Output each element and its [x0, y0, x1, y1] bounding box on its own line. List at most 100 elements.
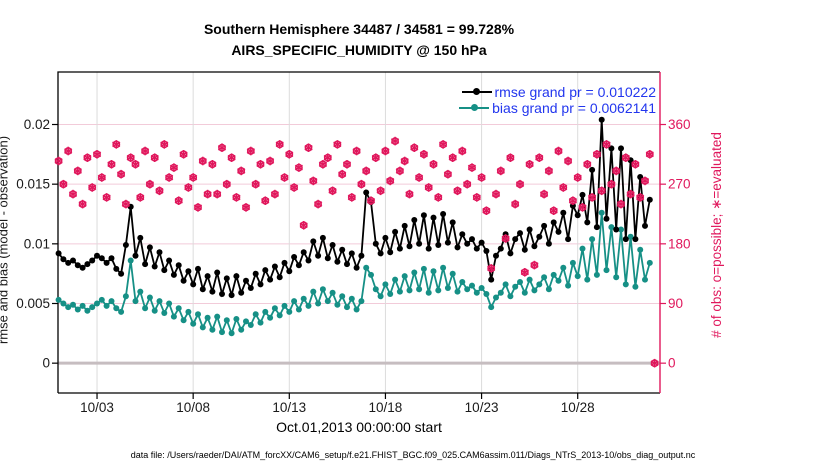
- obs_evaluated-marker: [443, 171, 452, 178]
- bias-marker: [238, 326, 245, 333]
- bias-marker: [613, 274, 620, 281]
- bias-marker: [137, 288, 144, 295]
- obs_evaluated-marker: [419, 151, 428, 158]
- obs_evaluated-marker: [251, 181, 260, 187]
- obs_evaluated-marker: [357, 181, 366, 187]
- bias-marker: [156, 298, 163, 305]
- obs_evaluated-marker: [150, 154, 159, 161]
- obs_evaluated-marker: [395, 168, 404, 174]
- obs_evaluated-marker: [246, 148, 255, 154]
- obs_evaluated-marker: [439, 141, 448, 148]
- rmse-marker: [642, 222, 648, 229]
- obs_evaluated-marker: [559, 184, 568, 191]
- bias-marker: [469, 282, 475, 289]
- obs_evaluated-marker: [97, 174, 106, 181]
- x-tick-label: 10/03: [80, 400, 114, 415]
- bias-marker: [565, 282, 572, 289]
- rmse-marker: [464, 240, 471, 247]
- rmse-marker: [440, 211, 447, 217]
- rmse-marker: [618, 145, 624, 152]
- bias-marker: [247, 322, 254, 328]
- bias-marker: [334, 301, 341, 308]
- bias-marker: [310, 288, 317, 295]
- bias-marker: [569, 259, 576, 266]
- chart-subtitle: AIRS_SPECIFIC_HUMIDITY @ 150 hPa: [231, 42, 487, 58]
- rmse-marker: [377, 250, 384, 257]
- bias-marker: [243, 318, 249, 325]
- rmse-marker: [79, 264, 86, 271]
- rmse-marker: [319, 234, 326, 241]
- rmse-marker: [396, 245, 403, 252]
- obs_evaluated-marker: [174, 197, 183, 204]
- obs_evaluated-marker: [568, 197, 577, 204]
- rmse-marker: [555, 228, 562, 235]
- x-tick-label: 10/28: [561, 400, 595, 415]
- rmse-marker: [310, 238, 317, 245]
- bias-marker: [411, 269, 418, 276]
- obs_evaluated-marker: [290, 184, 299, 191]
- obs_evaluated-marker: [121, 201, 130, 207]
- bias-marker: [358, 298, 365, 305]
- rmse-marker: [74, 262, 81, 269]
- rmse-marker: [589, 166, 596, 173]
- bias-marker: [185, 308, 192, 315]
- bias-marker: [545, 286, 552, 293]
- obs_evaluated-marker: [179, 151, 188, 158]
- obs_evaluated-marker: [309, 178, 318, 184]
- rmse-marker: [593, 224, 600, 231]
- bias-marker: [536, 281, 543, 288]
- bias-marker: [84, 307, 91, 314]
- rmse-marker: [262, 267, 269, 274]
- left-tick-label: 0: [42, 356, 50, 371]
- bias-marker: [608, 224, 615, 231]
- obs_evaluated-marker: [405, 191, 414, 197]
- bias-marker: [377, 293, 384, 300]
- right-tick-label: 0: [668, 356, 676, 371]
- rmse-marker: [180, 277, 187, 284]
- obs_evaluated-marker: [222, 181, 231, 187]
- rmse-marker: [65, 259, 72, 266]
- obs_evaluated-marker: [299, 222, 308, 229]
- obs_evaluated-marker: [429, 161, 438, 168]
- rmse-marker: [209, 288, 216, 295]
- rmse-marker: [305, 257, 312, 264]
- obs_evaluated-marker: [410, 144, 419, 151]
- obs_evaluated-marker: [583, 161, 592, 168]
- bias-marker: [420, 265, 427, 272]
- rmse-marker: [228, 292, 235, 299]
- obs_evaluated-marker: [588, 194, 597, 201]
- obs_evaluated-marker: [525, 161, 534, 168]
- obs_evaluated-marker: [366, 197, 376, 204]
- rmse-marker: [459, 231, 466, 238]
- rmse-marker: [156, 249, 163, 256]
- rmse-marker: [469, 236, 475, 243]
- bias-marker: [541, 274, 548, 281]
- legend-entry-bias: bias grand pr = 0.0062141: [459, 100, 656, 116]
- obs_evaluated-marker: [616, 201, 626, 207]
- bias-marker: [199, 324, 206, 331]
- bias-marker: [142, 305, 149, 312]
- obs_evaluated-marker: [333, 141, 342, 148]
- bias-marker: [281, 302, 288, 309]
- rmse-marker: [151, 263, 158, 270]
- left-tick-label: 0.015: [16, 177, 50, 192]
- bias-marker: [267, 314, 274, 321]
- bias-marker: [440, 264, 447, 271]
- rmse-marker: [565, 236, 572, 243]
- obs_evaluated-marker: [304, 144, 313, 151]
- bias-marker: [295, 306, 302, 313]
- obs_evaluated-marker: [270, 191, 279, 197]
- bias-marker: [55, 296, 62, 303]
- bias-marker: [339, 293, 346, 300]
- rmse-marker: [98, 255, 105, 262]
- bias-marker: [459, 279, 466, 285]
- rmse-marker: [531, 243, 538, 250]
- bias-marker: [416, 286, 423, 293]
- obs_evaluated-marker: [631, 161, 640, 168]
- rmse-marker: [521, 246, 528, 253]
- rmse-marker: [382, 234, 389, 241]
- rmse-marker: [118, 270, 125, 277]
- bias-marker: [291, 298, 298, 305]
- rmse-marker: [358, 252, 365, 259]
